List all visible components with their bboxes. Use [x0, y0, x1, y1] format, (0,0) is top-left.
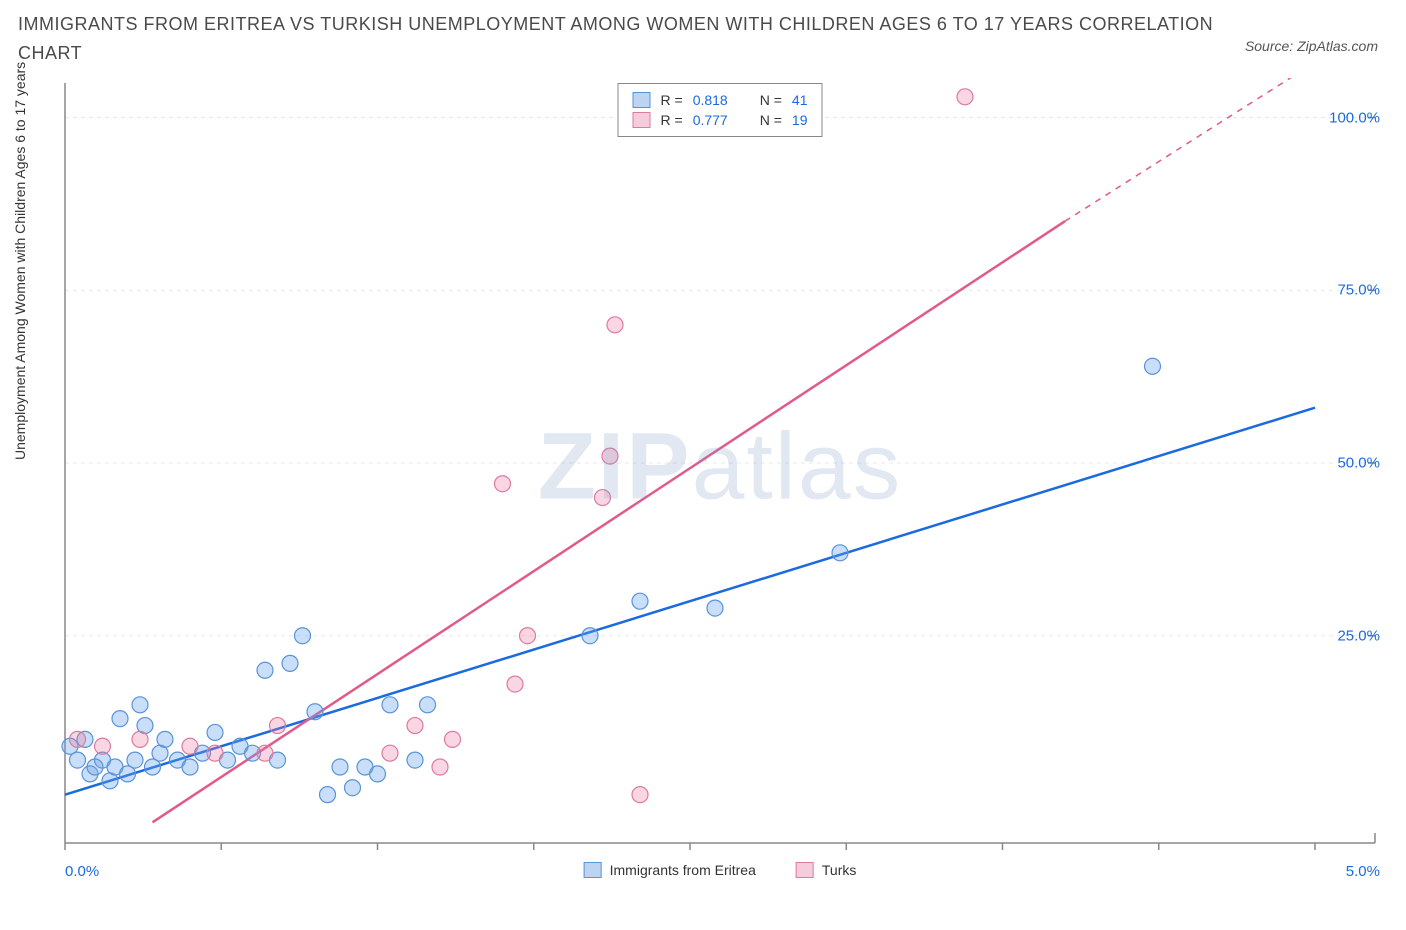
n-label: N = [760, 92, 782, 108]
legend-row-turks: R = 0.777 N = 19 [633, 110, 808, 130]
n-label: N = [760, 112, 782, 128]
y-tick-label: 25.0% [1337, 627, 1380, 644]
legend-item-eritrea: Immigrants from Eritrea [584, 862, 756, 878]
legend-item-turks: Turks [796, 862, 856, 878]
chart-area: ZIPatlas R = 0.818 N = 41 R = 0.777 N = … [55, 78, 1385, 878]
x-axis-min-label: 0.0% [65, 863, 99, 880]
scatter-chart-svg [55, 78, 1385, 878]
y-tick-label: 100.0% [1329, 109, 1380, 126]
r-value-turks: 0.777 [693, 112, 728, 128]
legend-label-turks: Turks [822, 862, 856, 878]
r-label: R = [661, 112, 683, 128]
y-axis-label: Unemployment Among Women with Children A… [12, 62, 28, 460]
swatch-turks [796, 862, 814, 878]
y-tick-label: 75.0% [1337, 282, 1380, 299]
source-attribution: Source: ZipAtlas.com [1245, 38, 1378, 54]
n-value-turks: 19 [792, 112, 808, 128]
swatch-turks [633, 112, 651, 128]
r-value-eritrea: 0.818 [693, 92, 728, 108]
swatch-eritrea [633, 92, 651, 108]
series-legend: Immigrants from Eritrea Turks [584, 862, 857, 878]
chart-title: IMMIGRANTS FROM ERITREA VS TURKISH UNEMP… [18, 10, 1256, 68]
r-label: R = [661, 92, 683, 108]
legend-row-eritrea: R = 0.818 N = 41 [633, 90, 808, 110]
y-tick-label: 50.0% [1337, 455, 1380, 472]
x-axis-max-label: 5.0% [1346, 863, 1380, 880]
correlation-legend: R = 0.818 N = 41 R = 0.777 N = 19 [618, 83, 823, 137]
swatch-eritrea [584, 862, 602, 878]
n-value-eritrea: 41 [792, 92, 808, 108]
legend-label-eritrea: Immigrants from Eritrea [610, 862, 756, 878]
